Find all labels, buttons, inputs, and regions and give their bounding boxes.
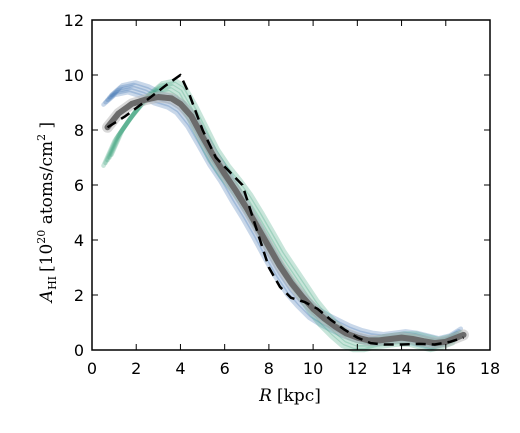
series-1-band-line-0 [101,89,456,353]
y-tick-label-5: 10 [64,66,84,85]
x-tick-label-1: 2 [131,359,141,378]
series-1-band-line-2 [105,83,460,347]
ticks-layer: 0 2 4 6 8 10 12 14 16 18 0 2 4 6 8 10 12 [64,11,501,378]
y-tick-label-3: 6 [74,176,84,195]
series-2-line [104,94,467,347]
x-tick-label-3: 6 [220,359,230,378]
series-1-band-line-1 [103,86,458,350]
series-3-dashed-line [106,73,464,346]
series-0-band-line-0 [101,89,456,351]
x-tick-label-9: 18 [480,359,500,378]
x-tick-label-2: 4 [175,359,185,378]
x-tick-label-8: 16 [436,359,456,378]
y-tick-label-4: 8 [74,121,84,140]
y-tick-label-2: 4 [74,231,84,250]
series-0-band-line-4 [109,80,464,341]
y-tick-label-0: 0 [74,341,84,360]
series-2-halo [102,91,469,349]
x-tick-label-4: 8 [264,359,274,378]
series-1-band-line-4 [109,78,464,342]
x-tick-label-0: 0 [87,359,97,378]
series-0-band-line-1 [103,87,458,348]
x-axis-title: R [kpc] [258,386,321,406]
x-tick-label-6: 12 [347,359,367,378]
y-tick-label-1: 2 [74,286,84,305]
y-tick-label-6: 12 [64,11,84,30]
series-0-band-line-3 [107,82,462,343]
x-tick-label-7: 14 [391,359,411,378]
series-0-band-line-2 [105,85,460,346]
y-axis-title: AHI[1020 atoms/cm2 ] [35,122,59,304]
x-tick-label-5: 10 [303,359,323,378]
plot-layer [101,73,469,353]
series-1-band-line-3 [107,81,462,345]
